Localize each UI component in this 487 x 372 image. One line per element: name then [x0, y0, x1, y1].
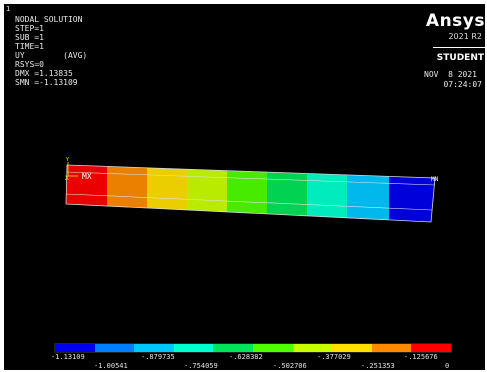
- info-line-time: TIME=1: [15, 42, 44, 51]
- version-label: 2021 R2: [448, 32, 482, 41]
- time-label: 07:24:07: [443, 80, 482, 89]
- beam-edge-line: [65, 193, 433, 211]
- student-label: STUDENT: [436, 53, 484, 63]
- legend-color-segment: [292, 344, 333, 352]
- legend-value-bottom: -.502706: [273, 362, 307, 370]
- info-line-result: UY (AVG): [15, 51, 88, 60]
- legend-color-segment: [134, 344, 174, 352]
- svg-text:X: X: [65, 175, 69, 182]
- logo-divider: [433, 47, 485, 48]
- legend-color-segment: [173, 344, 214, 352]
- beam-outline: [65, 164, 436, 223]
- legend-value-top: -.377029: [317, 353, 351, 361]
- legend-value-top: -.125676: [404, 353, 438, 361]
- solution-info-panel: NODAL SOLUTION STEP=1 SUB =1 TIME=1 UY (…: [15, 16, 87, 88]
- legend-color-segment: [213, 344, 253, 352]
- legend-color-segment: [332, 344, 372, 352]
- legend-color-segment: [55, 344, 95, 352]
- graphics-viewport[interactable]: 1 NODAL SOLUTION STEP=1 SUB =1 TIME=1 UY…: [4, 4, 485, 370]
- min-marker-label: MN: [431, 176, 439, 183]
- ansys-logo: Ansys: [425, 11, 485, 31]
- legend-color-segment: [94, 344, 135, 352]
- contour-legend-bar: [54, 343, 452, 353]
- legend-color-segment: [411, 344, 451, 352]
- legend-color-segment: [252, 344, 293, 352]
- solution-title: NODAL SOLUTION: [15, 15, 83, 24]
- svg-text:Y: Y: [66, 157, 69, 163]
- contour-bands: [66, 165, 435, 222]
- window-number: 1: [6, 5, 11, 13]
- legend-value-bottom: 0: [445, 362, 450, 370]
- coordinate-triad-icon: Y X: [65, 157, 78, 182]
- info-line-smn: SMN =-1.13109: [15, 78, 78, 87]
- info-line-step: STEP=1: [15, 24, 44, 33]
- legend-value-top: -.879735: [141, 353, 175, 361]
- legend-value-top: -.628382: [229, 353, 263, 361]
- contour-band: [267, 165, 307, 222]
- legend-value-bottom: -1.00541: [94, 362, 128, 370]
- legend-value-top: -1.13109: [51, 353, 85, 361]
- legend-color-segment: [371, 344, 412, 352]
- max-marker-label: MX: [82, 172, 92, 181]
- legend-value-bottom: -.251353: [361, 362, 395, 370]
- info-line-sub: SUB =1: [15, 33, 44, 42]
- beam-edge-line: [66, 171, 436, 186]
- legend-value-bottom: -.754059: [184, 362, 218, 370]
- info-line-dmx: DMX =1.13835: [15, 69, 73, 78]
- info-line-rsys: RSYS=0: [15, 60, 44, 69]
- date-label: NOV 8 2021: [424, 70, 477, 79]
- beam-contour-plot[interactable]: Y X: [4, 4, 485, 370]
